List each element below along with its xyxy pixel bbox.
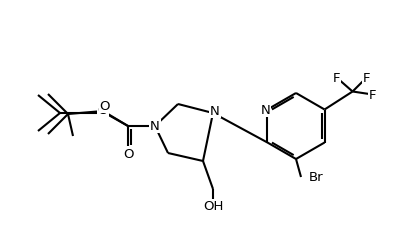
Text: O: O <box>123 147 133 160</box>
Text: N: N <box>210 105 220 118</box>
Text: N: N <box>261 103 270 116</box>
Text: O: O <box>98 104 108 117</box>
Text: N: N <box>150 120 160 133</box>
Text: F: F <box>333 72 340 85</box>
Text: F: F <box>363 72 370 85</box>
Text: Br: Br <box>309 171 323 184</box>
Text: O: O <box>100 100 110 113</box>
Text: OH: OH <box>203 200 223 213</box>
Text: F: F <box>369 89 376 102</box>
